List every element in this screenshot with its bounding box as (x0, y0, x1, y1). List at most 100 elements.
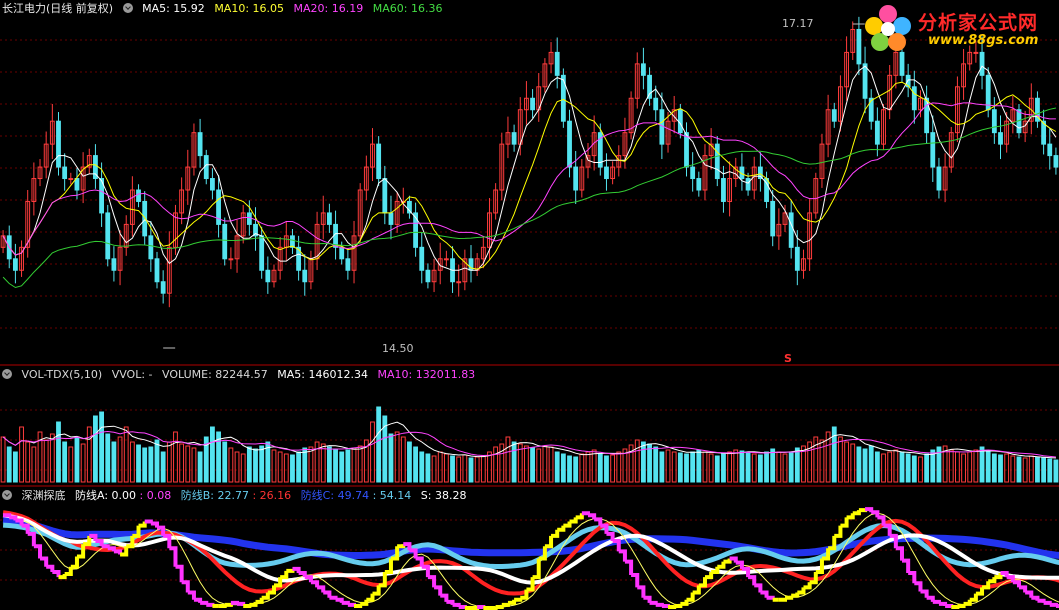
volume-bar (739, 450, 745, 483)
s-step-segment (908, 570, 917, 584)
volume-bar (68, 446, 74, 483)
candle-body (1004, 120, 1010, 145)
volume-bar (345, 449, 351, 483)
volume-bar (536, 448, 542, 483)
s-step-segment (692, 585, 701, 595)
candle-body (253, 223, 258, 237)
volume-bar (579, 453, 585, 483)
collapse-circle-icon[interactable] (2, 490, 12, 500)
candle-body (37, 166, 43, 180)
volume-bar (339, 451, 345, 483)
candle-body (807, 212, 813, 260)
s-step-segment (914, 581, 923, 592)
s-step-segment (631, 573, 640, 588)
volume-bar (610, 454, 616, 483)
candle-body (351, 235, 357, 271)
volume-bar (930, 449, 936, 483)
volume-bar (690, 451, 696, 483)
volume-bar (591, 449, 597, 483)
sell-signal-marker: S (784, 352, 792, 365)
s-step-segment (612, 539, 621, 552)
ma5-readout: MA5: 15.92 (142, 2, 205, 15)
volume-bar (117, 436, 123, 483)
candle-body (727, 178, 733, 202)
volume-bar (265, 441, 271, 483)
volume-bar (505, 436, 511, 483)
defense-c2-band (2, 513, 1059, 585)
s-step-segment (440, 593, 449, 602)
volume-bar (825, 431, 831, 483)
volume-bar (893, 449, 899, 483)
volume-bar (382, 415, 388, 483)
candle-body (277, 246, 283, 271)
s-step-segment (427, 575, 437, 588)
volume-bar (511, 441, 517, 483)
volume-bar (961, 453, 966, 483)
candle-body (370, 143, 375, 168)
volume-bar (456, 456, 462, 483)
indicator-name: 深渊探底 (21, 489, 66, 502)
volume-bar (524, 445, 529, 483)
candle-body (757, 166, 763, 180)
collapse-circle-icon[interactable] (2, 369, 12, 379)
s-step-segment (895, 546, 904, 561)
s-step-segment (76, 544, 86, 559)
volume-bar (844, 441, 849, 483)
s-step-segment (809, 571, 818, 585)
vol-indicator-name: VOL-TDX(5,10) (21, 368, 103, 381)
volume-bar (887, 451, 893, 483)
volume-bar (874, 451, 880, 483)
candle-body (604, 166, 609, 180)
candle-body (271, 269, 277, 283)
volume-bar (764, 451, 769, 483)
volume-bar (222, 441, 228, 483)
volume-bar (955, 451, 960, 483)
candle-body (86, 155, 92, 168)
volume-bar (794, 447, 800, 483)
candle-body (302, 269, 308, 283)
candle-body (573, 166, 579, 191)
volume-bar (677, 452, 683, 483)
candle-body (838, 86, 843, 122)
volume-bar (634, 439, 640, 483)
ma10-readout: MA10: 16.05 (214, 2, 285, 15)
s-step-segment (563, 521, 572, 528)
candle-body (554, 51, 560, 76)
ma20-readout: MA20: 16.19 (293, 2, 364, 15)
candle-body (874, 120, 880, 145)
s-step-segment (975, 587, 985, 596)
volume-bar (911, 455, 917, 483)
s-step-segment (421, 564, 430, 578)
s-step-segment (187, 590, 196, 600)
s-step-segment (335, 597, 344, 603)
s-step-segment (569, 517, 578, 524)
volume-bar (819, 439, 825, 483)
candle-body (326, 212, 332, 225)
s-step-segment (932, 599, 941, 604)
candle-body (493, 189, 499, 214)
volume-bar (43, 439, 49, 483)
high-price-label: 17.17 (782, 17, 814, 30)
candle-body (542, 63, 548, 88)
volume-bar (1022, 457, 1028, 483)
volume-bar (924, 453, 930, 483)
volume-bar (862, 448, 868, 483)
volume-bar (93, 415, 98, 483)
s-step-segment (655, 602, 664, 607)
candle-body (80, 166, 86, 191)
candle-body (129, 189, 135, 225)
candle-body (240, 212, 246, 237)
volume-bar (12, 451, 18, 483)
volume-bar (979, 446, 985, 483)
candle-body (19, 246, 24, 271)
volume-bar (480, 455, 486, 483)
volume-bar (548, 446, 554, 483)
candle-body (671, 109, 677, 122)
volume-bar (622, 448, 628, 483)
collapse-circle-icon[interactable] (122, 3, 133, 13)
s-step-segment (748, 575, 757, 586)
candle-body (856, 28, 862, 65)
candle-body (290, 235, 295, 248)
s-step-segment (754, 583, 763, 593)
